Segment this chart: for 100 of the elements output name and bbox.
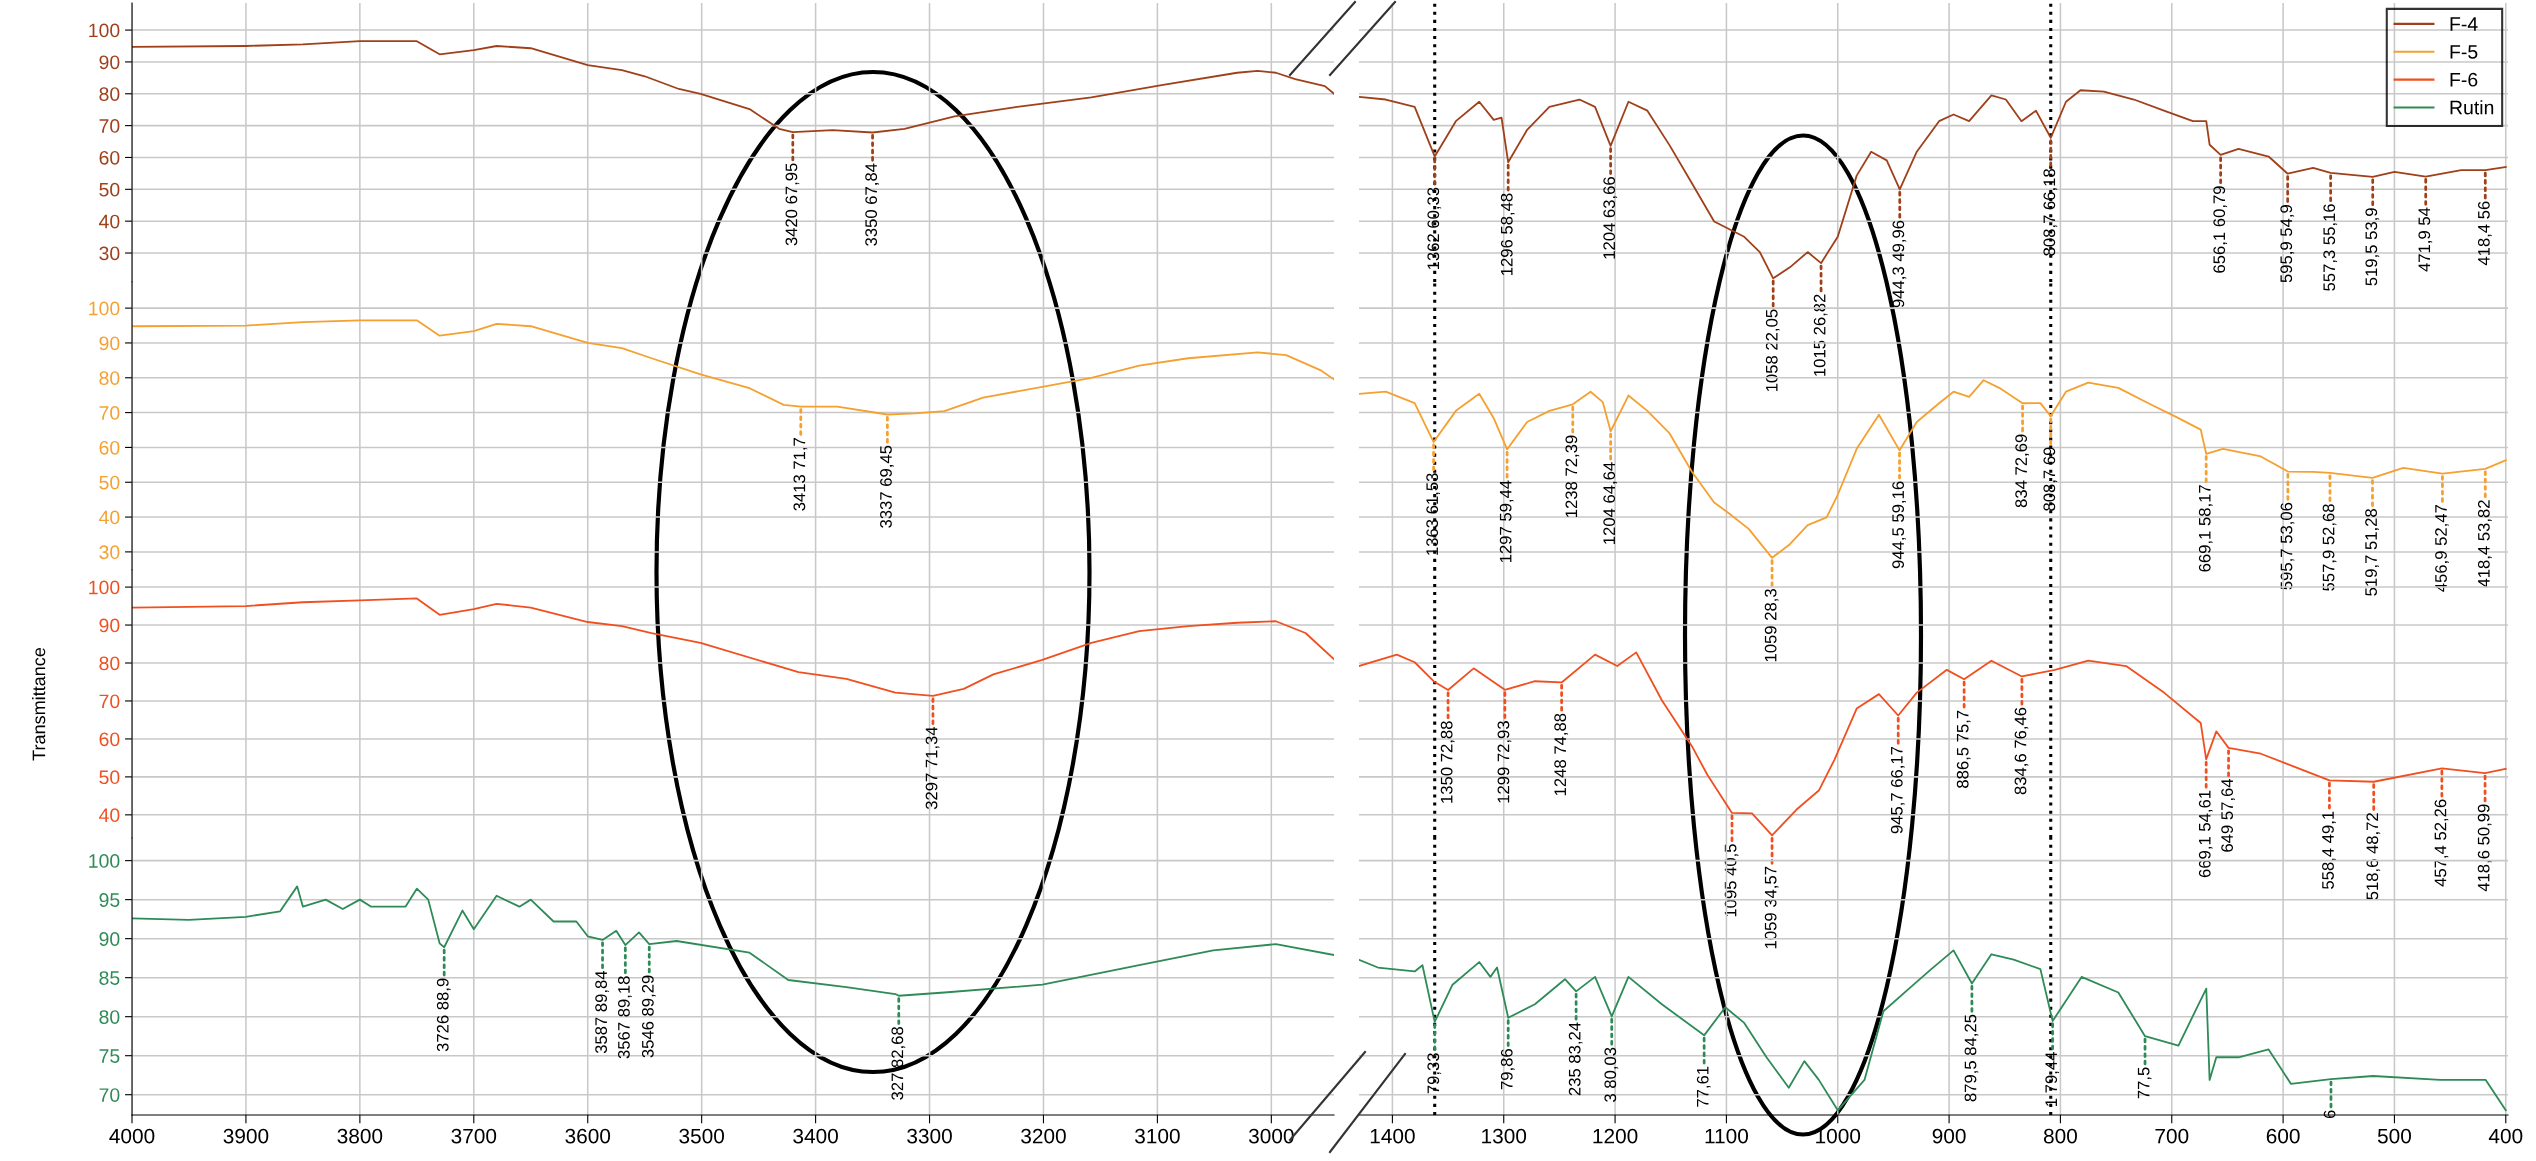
y-tick-label: 30 [99, 545, 120, 560]
y-tick-label: 70 [99, 694, 120, 709]
y-tick-label: 80 [99, 656, 120, 671]
x-tick-label: 1300 [1482, 1128, 1527, 1144]
annotation: 886,5 75,7 [1956, 710, 1971, 788]
y-tick-label: 50 [99, 475, 120, 490]
y-tick-label: 70 [99, 406, 120, 420]
x-tick-label: 600 [2266, 1128, 2300, 1144]
annotation: 944,3 49,96 [1892, 220, 1907, 308]
x-tick-label: 1100 [1705, 1128, 1749, 1144]
x-tick-label: 3600 [565, 1128, 611, 1144]
annotation: 518,6 48,72 [2366, 813, 2381, 900]
annotation: 77,5 [2137, 1067, 2152, 1099]
x-tick-label: 4000 [109, 1128, 155, 1144]
y-tick-label: 100 [89, 301, 120, 316]
x-tick-label: 3000 [1248, 1128, 1294, 1144]
annotation: 1296 58,48 [1500, 193, 1515, 275]
annotation: 1015 26,82 [1813, 294, 1828, 376]
annotation: 418,4 56 [2477, 201, 2492, 266]
annotation: 3 80,03 [1604, 1047, 1619, 1102]
x-tick-label: 700 [2155, 1128, 2189, 1144]
y-tick-label: 70 [99, 119, 120, 133]
annotation: 79,33 [1427, 1053, 1442, 1094]
y-tick-label: 85 [99, 971, 120, 985]
annotation: 235 83,24 [1568, 1022, 1583, 1096]
y-tick-label: 90 [99, 932, 120, 946]
annotation: 471,9 54 [2418, 207, 2433, 272]
y-tick-label: 95 [99, 893, 120, 907]
annotation: 457,4 52,26 [2434, 799, 2449, 887]
x-tick-label: 1400 [1370, 1128, 1415, 1144]
annotation: 79,86 [1500, 1049, 1515, 1090]
annotation: 3297 71,34 [925, 726, 940, 810]
x-tick-label: 900 [1932, 1128, 1966, 1144]
annotation: 1238 72,39 [1565, 435, 1580, 517]
y-tick-label: 30 [99, 246, 120, 261]
annotation: 77,61 [1696, 1066, 1711, 1107]
legend-label: F-6 [2450, 72, 2478, 87]
annotation: 1362 60,33 [1427, 187, 1442, 270]
annotation: 3420 67,95 [785, 163, 800, 246]
annotation: 1350 72,88 [1440, 721, 1455, 803]
y-tick-label: 50 [99, 182, 120, 197]
annotation: 1204 64,64 [1603, 462, 1618, 544]
annotation: 456,9 52,47 [2435, 505, 2449, 592]
y-tick-label: 60 [99, 732, 120, 747]
x-tick-label: 500 [2377, 1128, 2411, 1144]
annotation: 1248 74,88 [1554, 713, 1569, 796]
annotation: 6 [2323, 1110, 2336, 1119]
y-tick-label: 90 [99, 55, 120, 70]
y-tick-label: 90 [99, 336, 120, 351]
x-tick-label: 3800 [337, 1128, 383, 1144]
x-tick-label: 3500 [679, 1128, 725, 1144]
y-tick-label: 40 [99, 510, 120, 525]
annotation: 834,6 76,46 [2014, 707, 2029, 795]
annotation: 808,7 69 [2043, 447, 2058, 511]
x-tick-label: 800 [2043, 1128, 2077, 1144]
x-tick-label: 3200 [1021, 1128, 1066, 1144]
annotation: 1058 22,05 [1765, 309, 1780, 392]
annotation: 327 82,68 [891, 1027, 906, 1100]
y-tick-label: 80 [99, 87, 120, 102]
y-tick-label: 40 [99, 808, 120, 823]
annotation: 649 57,64 [2221, 778, 2235, 852]
annotation: 557,3 55,16 [2323, 204, 2338, 291]
annotation: 3350 67,84 [865, 163, 880, 246]
legend-label: Rutin [2450, 100, 2494, 115]
annotation: 1204 63,66 [1603, 177, 1618, 259]
annotation: 3337 69,45 [880, 445, 894, 528]
y-tick-label: 80 [99, 1010, 120, 1024]
annotation: 557,9 52,68 [2322, 504, 2337, 591]
x-tick-label: 3400 [793, 1128, 838, 1144]
annotation: 1297 59,44 [1499, 480, 1514, 563]
y-tick-label: 100 [89, 854, 120, 868]
annotation: 669,1 54,61 [2198, 790, 2213, 878]
x-tick-label: 1200 [1593, 1128, 1638, 1144]
y-tick-label: 60 [99, 440, 120, 455]
y-tick-label: 90 [99, 618, 120, 633]
y-tick-label: 100 [89, 580, 120, 595]
x-tick-label: 3900 [223, 1128, 269, 1144]
x-tick-label: 3300 [907, 1128, 952, 1144]
x-tick-label: 400 [2488, 1128, 2523, 1144]
annotation: 1299 72,93 [1497, 721, 1512, 803]
annotation: 834 72,69 [2015, 434, 2030, 508]
annotation: 418,4 53,82 [2477, 500, 2492, 588]
annotation: 519,7 51,28 [2365, 509, 2379, 596]
annotation: 3546 89,29 [641, 975, 656, 1058]
y-tick-label: 50 [99, 770, 120, 785]
annotation: 3413 71,7 [793, 438, 808, 511]
annotation: 3726 88,9 [436, 978, 451, 1052]
y-tick-label: 100 [89, 23, 120, 38]
annotation: 519,5 53,9 [2365, 208, 2380, 286]
annotation: 3567 89,18 [618, 976, 632, 1059]
annotation: 595,9 54,9 [2280, 205, 2295, 283]
annotation: 944,5 59,16 [1892, 481, 1906, 569]
x-tick-label: 1000 [1816, 1128, 1861, 1144]
y-tick-label: 70 [99, 1088, 120, 1102]
annotation: 1 79,44 [2045, 1052, 2060, 1106]
annotation: 945,7 66,17 [1890, 746, 1905, 834]
y-tick-label: 75 [99, 1049, 120, 1063]
y-tick-label: 80 [99, 371, 120, 385]
x-tick-label: 3100 [1135, 1128, 1180, 1144]
annotation: 3587 89,84 [595, 970, 609, 1054]
